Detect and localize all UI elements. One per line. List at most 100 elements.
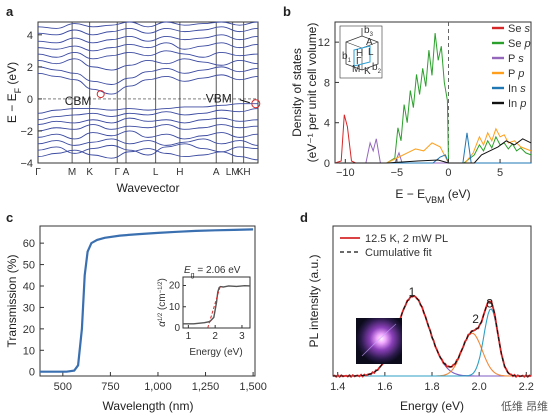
inset-y-tick-label: 20: [169, 281, 181, 292]
panel-c-inset: 1 2 3 0 10 20 Eg = 2.06 eV Energy (eV) α1/2 (…: [157, 265, 251, 358]
legend-entry: P p: [508, 68, 524, 80]
absorption-line: [183, 284, 251, 325]
bandgap-annotation: Eg = 2.06 eV: [184, 265, 241, 279]
dos-series-line: [335, 138, 531, 164]
kpoint-label: K: [86, 167, 93, 178]
x-tick-label: −5: [391, 167, 404, 179]
panel-c-inset-frame: [182, 276, 251, 329]
inset-x-tick-label: 1: [186, 331, 192, 342]
y-tick-label: 10: [23, 345, 35, 357]
panel-d-ylabel: PL intensity (a.u.): [307, 255, 321, 348]
inset-x-tick-label: 2: [212, 331, 218, 342]
svg-text:A: A: [366, 37, 373, 48]
panel-d-label: d: [300, 210, 308, 225]
band-line: [37, 42, 259, 52]
svg-text:b3: b3: [364, 25, 374, 38]
x-tick-label: 1,500: [239, 381, 267, 393]
x-tick-label: 2.2: [519, 381, 534, 393]
x-tick-label: −10: [336, 167, 355, 179]
y-tick-label: 50: [23, 260, 35, 272]
peak-label: 3: [486, 296, 493, 310]
band-line: [37, 34, 259, 44]
kpoint-label: LM: [226, 167, 240, 178]
x-tick-label: 1.6: [377, 381, 392, 393]
panel-d-xlabel: Energy (eV): [400, 399, 464, 413]
y-tick-label: 20: [23, 324, 35, 336]
panel-c-xlabel: Wavelength (nm): [103, 399, 194, 413]
legend-entry: Cumulative fit: [365, 247, 432, 259]
vbm-marker: [251, 99, 261, 109]
panel-d: 1.4 1.6 1.8 2.0 2.2 1 23 12.5 K, 2 mW PL Cumul…: [307, 225, 534, 413]
dos-series-line: [386, 127, 532, 164]
panel-c-inset-xlabel: Energy (eV): [189, 347, 242, 358]
x-tick-label: 1.4: [330, 381, 345, 393]
y-tick-label: 0: [324, 158, 330, 170]
inset-x-tick-label: 3: [239, 331, 245, 342]
vbm-label: VBM: [206, 92, 232, 106]
panel-c-ylabel: Transmission (%): [5, 255, 19, 348]
legend-entry: In p: [508, 98, 526, 110]
x-tick-label: 2.0: [471, 381, 486, 393]
y-tick-label: 2: [27, 62, 33, 74]
band-line: [37, 21, 259, 29]
band-line: [37, 103, 258, 114]
band-line: [37, 143, 259, 156]
legend-entry: P s: [508, 53, 524, 65]
x-tick-label: 1,250: [192, 381, 220, 393]
peak-label: 2: [472, 312, 479, 326]
dos-series-line: [386, 33, 532, 164]
band-line: [37, 138, 259, 146]
panel-c-label: c: [6, 210, 13, 225]
legend-entry: In s: [508, 83, 526, 95]
panel-b-label: b: [283, 4, 291, 19]
y-tick-label: 0: [27, 94, 33, 106]
kpoint-label: H: [176, 167, 183, 178]
legend-entry: Se p: [508, 38, 531, 50]
kpoint-label: L: [153, 167, 159, 178]
y-tick-label: −2: [20, 126, 33, 138]
band-line: [37, 66, 259, 85]
y-tick-label: 4: [27, 30, 33, 42]
band-line: [37, 117, 259, 125]
y-tick-label: −4: [20, 158, 33, 170]
transmission-line: [40, 228, 254, 373]
panel-c-frame: [39, 225, 256, 377]
kpoint-label: M: [68, 167, 76, 178]
peak-label: 1: [409, 285, 416, 299]
svg-text:K: K: [364, 66, 371, 77]
svg-text:Γ: Γ: [356, 56, 362, 67]
dos-series-line: [335, 138, 532, 164]
panel-a-ylabel: E − EF (eV): [5, 62, 23, 123]
panel-b-ylabel-line1: Density of states: [290, 48, 304, 137]
cbm-label: CBM: [65, 94, 92, 108]
x-tick-label: 500: [54, 381, 72, 393]
bandgap-fit-line: [207, 285, 221, 329]
svg-text:L: L: [368, 47, 374, 58]
pl-photo-inset: [356, 318, 402, 364]
y-tick-label: 4: [324, 118, 330, 130]
band-line: [37, 130, 259, 140]
band-line: [37, 50, 259, 60]
inset-y-tick-label: 10: [169, 302, 181, 313]
y-tick-label: 0: [29, 367, 35, 379]
watermark-text: 低维 昂维: [501, 400, 548, 413]
band-line: [37, 124, 259, 132]
x-tick-label: 0: [445, 167, 451, 179]
cumulative-fit-line: [333, 295, 531, 377]
panel-c-inset-ylabel: α1/2 (cm−1/2): [157, 278, 168, 327]
x-tick-label: 5: [497, 167, 503, 179]
band-line: [37, 148, 259, 161]
svg-text:b1: b1: [342, 51, 352, 64]
inset-y-tick-label: 0: [174, 323, 180, 334]
y-tick-label: 40: [23, 281, 35, 293]
y-tick-label: 60: [23, 238, 35, 250]
vbm-arrow: [239, 99, 250, 104]
legend-entry: Se s: [508, 23, 531, 35]
panel-b-xlabel: E − EVBM (eV): [395, 187, 470, 205]
cbm-marker: [96, 90, 105, 99]
y-tick-label: 8: [324, 77, 330, 89]
svg-text:b2: b2: [372, 62, 382, 75]
